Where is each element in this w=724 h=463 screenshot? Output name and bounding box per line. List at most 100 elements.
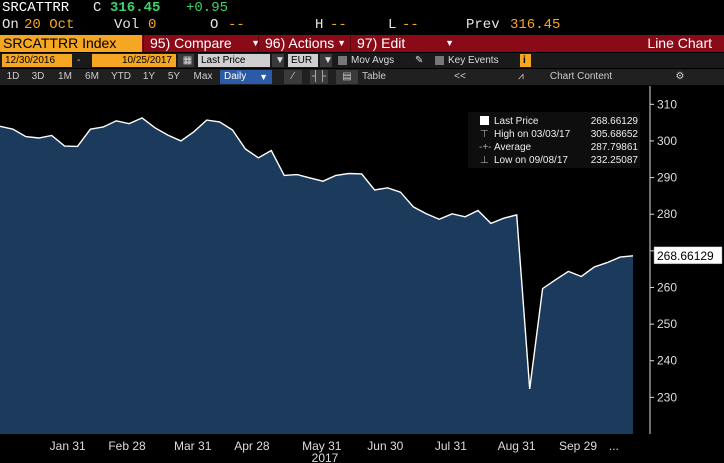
y-tick-label: 260 (657, 280, 677, 294)
quote-low: -- (402, 17, 419, 33)
quote-low-label: L (388, 17, 397, 33)
range-1d[interactable]: 1D (6, 71, 20, 82)
chart-content-icon[interactable]: ⩘ (518, 71, 524, 82)
period-caret-icon: ▼ (259, 72, 268, 82)
legend-last-swatch (480, 116, 489, 125)
key-events-checkbox[interactable] (435, 56, 444, 65)
actions-caret-icon: ▼ (337, 38, 346, 48)
x-tick-label: Sep 29 (559, 439, 597, 453)
range-1m[interactable]: 1M (58, 71, 72, 82)
x-tick-label: Jan 31 (50, 439, 86, 453)
x-tick-label: ... (609, 439, 619, 453)
period-select[interactable]: Daily ▼ (220, 70, 272, 84)
quote-high-label: H (315, 17, 324, 33)
bar-style-icon[interactable]: ┤├ (310, 70, 328, 84)
last-price-tag-text: 268.66129 (657, 249, 714, 263)
x-tick-label: Apr 28 (234, 439, 270, 453)
range-1y[interactable]: 1Y (142, 71, 156, 82)
chart-kind-label: Line Chart (647, 35, 712, 51)
legend-low-value: 232.25087 (591, 155, 639, 166)
range-ytd[interactable]: YTD (111, 71, 131, 82)
price-field-caret-icon[interactable]: ▼ (272, 54, 285, 67)
quote-change: +0.95 (186, 0, 229, 16)
quote-flag: C (93, 0, 102, 16)
x-tick-label: May 31 (302, 439, 342, 453)
y-tick-label: 310 (657, 97, 677, 111)
range-5y[interactable]: 5Y (167, 71, 181, 82)
legend-average-label: Average (494, 142, 532, 153)
currency-select[interactable]: EUR (288, 54, 318, 67)
gear-icon[interactable]: ⚙ (675, 71, 685, 82)
security-field[interactable]: SRCATTRR Index (0, 35, 142, 52)
period-label: Daily (224, 71, 247, 82)
legend-last-value: 268.66129 (591, 116, 639, 127)
compare-button[interactable]: 95) Compare ▼ (143, 35, 264, 52)
back-button[interactable]: << (454, 71, 466, 82)
y-tick-label: 250 (657, 317, 677, 331)
y-tick-label: 230 (657, 390, 677, 404)
quote-prev-label: Prev (466, 17, 500, 33)
quote-date-label: On (2, 17, 19, 33)
edit-caret-icon: ▼ (445, 38, 454, 48)
quote-open-label: O (210, 17, 219, 33)
start-date-field[interactable]: 12/30/2016 (2, 54, 72, 67)
function-bar: SRCATTRR Index 95) Compare ▼ 96) Actions… (0, 35, 724, 52)
legend-average-icon: -+- (479, 142, 492, 153)
x-tick-label: Feb 28 (108, 439, 146, 453)
range-max[interactable]: Max (193, 71, 213, 82)
quote-prev: 316.45 (510, 17, 561, 33)
calendar-icon[interactable]: ▦ (178, 54, 194, 67)
compare-caret-icon: ▼ (251, 38, 260, 48)
actions-button[interactable]: 96) Actions ▼ (258, 35, 350, 52)
info-icon[interactable]: i (520, 54, 531, 67)
actions-label: Actions (288, 35, 335, 51)
edit-button[interactable]: 97) Edit ▼ (350, 35, 458, 52)
legend-low-icon: ⊥ (480, 155, 489, 166)
legend-average-value: 287.79861 (591, 142, 639, 153)
x-tick-label: Jul 31 (435, 439, 467, 453)
line-style-icon[interactable]: ⁄ (284, 70, 302, 84)
y-tick-label: 290 (657, 171, 677, 185)
y-tick-label: 280 (657, 207, 677, 221)
x-tick-label: Jun 30 (367, 439, 403, 453)
x-axis: Jan 31 Feb 28 Mar 31 Apr 28 May 31 Jun 30 Jul … (50, 439, 619, 453)
table-icon[interactable]: ▤ (336, 70, 358, 84)
quote-line-2: On 20 Oct Vol 0 O -- H -- L -- Prev 316.… (0, 17, 724, 34)
price-area (0, 117, 633, 435)
y-tick-label: 240 (657, 354, 677, 368)
date-separator: - (77, 55, 81, 66)
table-button[interactable]: Table (362, 71, 386, 82)
legend-high-value: 305.68652 (591, 129, 639, 140)
last-price-tag-box (653, 246, 723, 265)
range-3d[interactable]: 3D (31, 71, 45, 82)
chart-content-button[interactable]: Chart Content (549, 71, 613, 82)
range-6m[interactable]: 6M (85, 71, 99, 82)
x-tick-label: Aug 31 (498, 439, 536, 453)
price-line (0, 117, 634, 389)
price-field-select[interactable]: Last Price (198, 54, 270, 67)
compare-label: Compare (174, 35, 232, 51)
mov-avgs-label: Mov Avgs (351, 55, 395, 66)
legend-box (468, 112, 640, 168)
range-bar: 1D 3D 1M 6M YTD 1Y 5Y Max Daily ▼ ⁄ ┤├ ▤… (0, 69, 724, 85)
quote-line-1: SRCATTRR C 316.45 +0.95 (0, 0, 724, 17)
legend: Last Price 268.66129 ⊤ High on 03/03/17 … (468, 112, 640, 168)
pencil-icon[interactable]: ✎ (415, 55, 424, 66)
quote-date: 20 Oct (24, 17, 75, 33)
actions-number: 96) (265, 35, 286, 51)
legend-high-icon: ⊤ (480, 129, 489, 140)
quote-vol: 0 (148, 17, 157, 33)
x-axis-year: 2017 (312, 451, 339, 463)
legend-last-label: Last Price (494, 116, 539, 127)
options-bar: 12/30/2016 - 10/25/2017 ▦ Last Price ▼ E… (0, 53, 724, 68)
y-axis: 230240250260270280290300310 (650, 97, 677, 404)
compare-number: 95) (150, 35, 171, 51)
legend-high-label: High on 03/03/17 (494, 129, 571, 140)
end-date-field[interactable]: 10/25/2017 (92, 54, 176, 67)
mov-avgs-checkbox[interactable] (338, 56, 347, 65)
quote-ticker: SRCATTRR (2, 0, 70, 16)
currency-caret-icon[interactable]: ▼ (320, 54, 333, 67)
key-events-label: Key Events (448, 55, 499, 66)
quote-open: -- (228, 17, 245, 33)
